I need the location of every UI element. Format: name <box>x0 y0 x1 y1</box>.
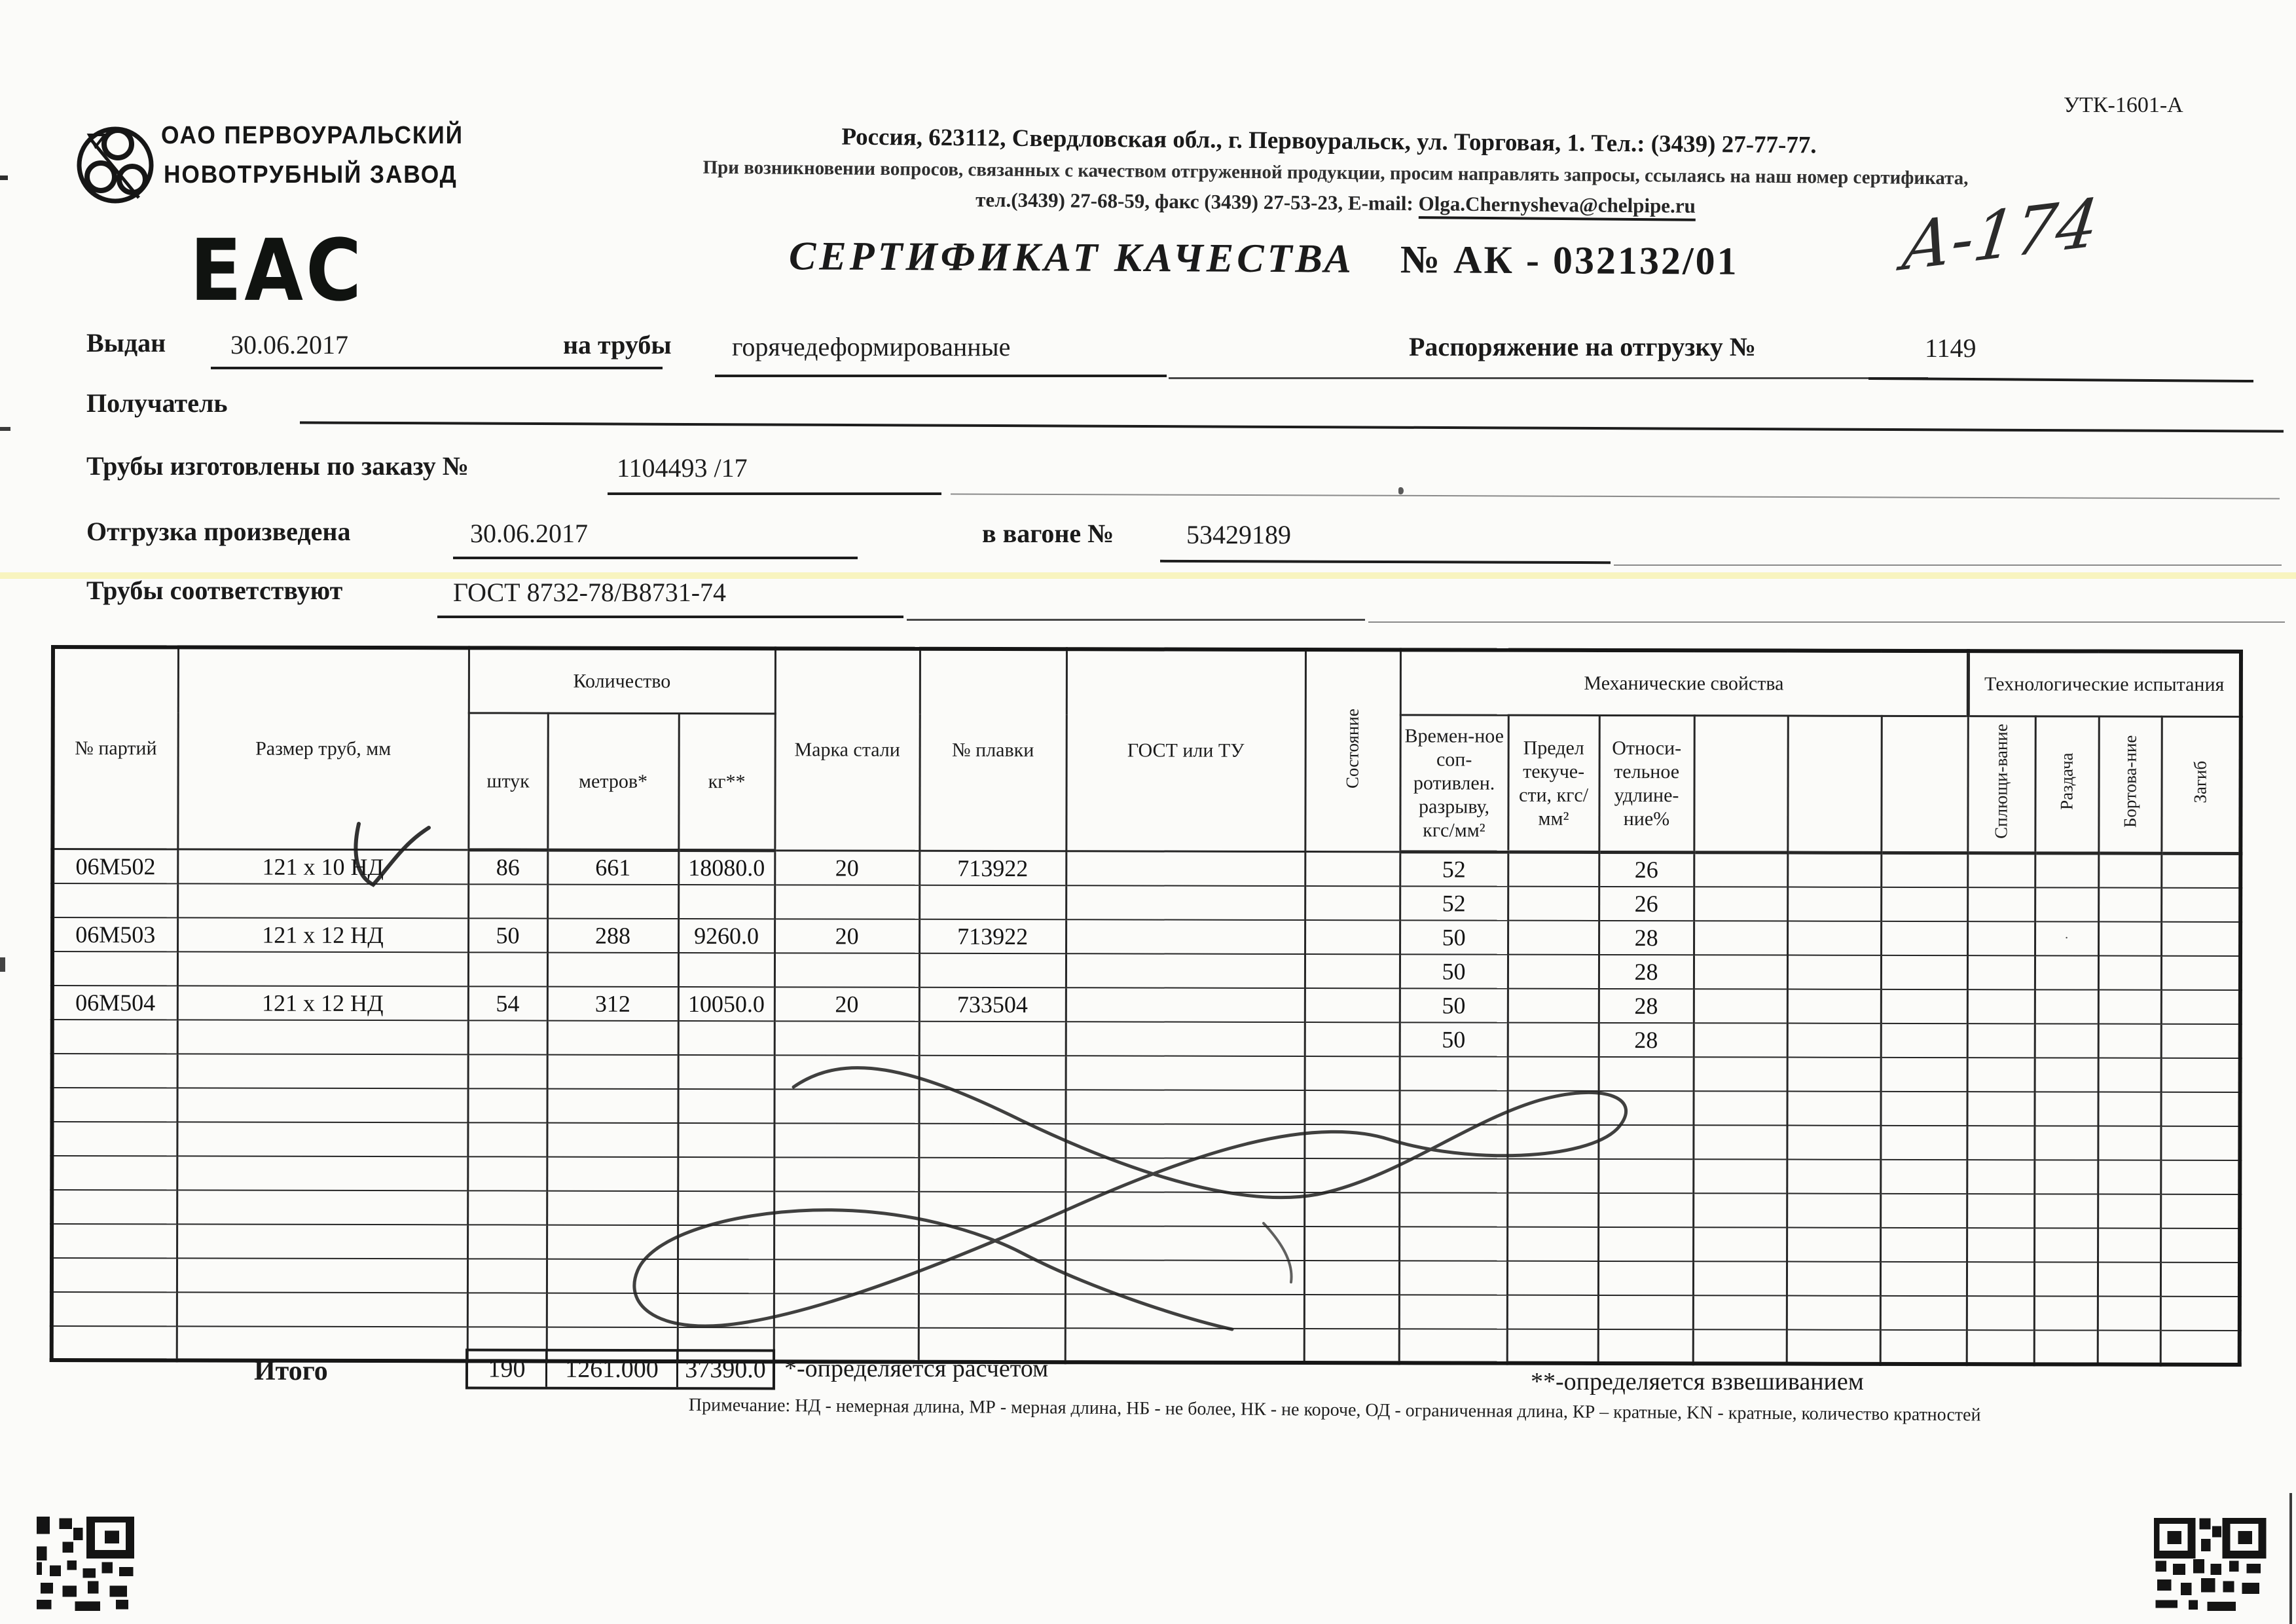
col-header-blank3 <box>1881 716 1968 853</box>
col-header-heat-no: № плавки <box>919 648 1067 851</box>
col-header-blank1 <box>1694 715 1788 853</box>
scan-edge-mark <box>0 175 8 180</box>
underline-faint <box>1169 377 1928 379</box>
contact-info-line: При возникновении вопросов, связанных с … <box>702 157 1969 189</box>
underline <box>1868 377 2254 383</box>
form-code: УТК-1601-А <box>2064 93 2183 117</box>
issued-label: Выдан <box>86 328 166 358</box>
certificate-table-wrap: № партий Размер труб, мм Количество Марк… <box>49 645 2244 1367</box>
table-row: 06М502 121 х 10 НД 86 661 18080.0 20 713922 … <box>52 849 2241 888</box>
col-header-size: Размер труб, мм <box>177 647 469 850</box>
shipping-order-value: 1149 <box>1925 333 1977 363</box>
underline-faint <box>951 493 2280 500</box>
certificate-table: № партий Размер труб, мм Количество Марк… <box>49 645 2244 1367</box>
made-to-order-label: Трубы изготовлены по заказу № <box>86 451 469 481</box>
wagon-value: 53429189 <box>1186 520 1291 549</box>
contact-address-line: Россия, 623112, Свердловская обл., г. Пе… <box>841 123 1817 159</box>
certificate-number: № АК - 032132/01 <box>1400 238 1739 283</box>
table-row: 50 28 <box>52 951 2241 990</box>
totals-box: 190 1261.000 37390.0 <box>465 1348 776 1390</box>
table-row: 06М504 121 х 12 НД 54 312 10050.0 20 733504 … <box>52 985 2240 1024</box>
contact-phones-line: тел.(3439) 27-68-59, факс (3439) 27-53-2… <box>537 184 2134 221</box>
underline <box>608 492 941 495</box>
table-row: 50 28 <box>52 1019 2240 1058</box>
table-row: 06М503 121 х 12 НД 50 288 9260.0 20 713922 5… <box>52 917 2241 956</box>
company-name-line1: ОАО ПЕРВОУРАЛЬСКИЙ <box>161 122 464 149</box>
underline <box>1159 559 1611 564</box>
table-empty-row <box>51 1291 2240 1331</box>
page-title: СЕРТИФИКАТ КАЧЕСТВА <box>788 234 1355 282</box>
col-header-bend: Загиб <box>2161 716 2241 854</box>
shipped-label: Отгрузка произведена <box>86 517 351 546</box>
col-header-pieces: штук <box>468 712 548 851</box>
issued-value: 30.06.2017 <box>230 330 348 360</box>
footnote-calc: *-определяется расчетом <box>784 1355 1049 1382</box>
col-header-yield: Предел текуче-сти, кгс/мм² <box>1508 715 1599 853</box>
table-empty-row <box>51 1257 2240 1297</box>
contact-email: Olga.Chernysheva@chelpipe.ru <box>1418 192 1696 221</box>
underline <box>437 616 903 618</box>
col-group-tech-tests: Технологические испытания <box>1967 651 2242 717</box>
qr-code-bottom-right <box>2154 1518 2267 1612</box>
col-header-tensile: Времен-ное соп-ротивлен. разрыву, кгс/мм… <box>1400 714 1508 853</box>
shipping-order-label: Распоряжение на отгрузку № <box>1409 332 1756 361</box>
wagon-label: в вагоне № <box>982 519 1114 548</box>
underline <box>715 375 1167 377</box>
made-to-order-value: 1104493 /17 <box>617 453 748 483</box>
underline <box>211 367 663 369</box>
table-empty-row <box>52 1087 2240 1126</box>
table-empty-row <box>52 1189 2240 1228</box>
table-empty-row <box>52 1223 2240 1263</box>
conform-value: ГОСТ 8732-78/В8731-74 <box>453 578 727 607</box>
total-meters: 1261.000 <box>547 1351 679 1388</box>
table-row: 52 26 <box>52 883 2241 922</box>
col-group-mechanical: Механические свойства <box>1400 650 1969 716</box>
conform-label: Трубы соответствуют <box>86 576 343 605</box>
scan-edge-mark <box>0 957 5 972</box>
recipient-underline <box>300 421 2284 433</box>
contact-phones-prefix: тел.(3439) 27-68-59, факс (3439) 27-53-2… <box>975 188 1419 215</box>
total-pieces: 190 <box>467 1351 548 1387</box>
table-empty-row <box>52 1155 2240 1194</box>
table-empty-row <box>51 1325 2240 1365</box>
underline-faint <box>907 619 1365 621</box>
scan-edge-mark <box>0 427 10 431</box>
col-header-steel-grade: Марка стали <box>774 648 920 851</box>
shipped-value: 30.06.2017 <box>470 519 588 548</box>
table-header-group-row: № партий Размер труб, мм Количество Марк… <box>52 647 2242 852</box>
for-pipes-label: на трубы <box>563 330 672 360</box>
col-header-expansion: Раздача <box>2035 716 2099 854</box>
col-group-quantity: Количество <box>468 648 776 714</box>
total-kg: 37390.0 <box>685 1356 766 1384</box>
note-line: Примечание: НД - немерная длина, МР - ме… <box>688 1395 1981 1426</box>
col-header-batch: № партий <box>52 647 178 849</box>
scan-edge-line <box>2289 1493 2292 1624</box>
eac-conformity-mark: ЕАС <box>190 221 365 321</box>
totals-label: Итого <box>254 1356 328 1386</box>
col-header-gost: ГОСТ или ТУ <box>1066 649 1306 852</box>
factory-logo-icon <box>77 126 154 204</box>
col-header-condition: Состояние <box>1305 650 1401 852</box>
scan-dot-cell: · <box>2035 921 2099 956</box>
for-pipes-value: горячедеформированные <box>732 332 1011 361</box>
scan-artifact-band <box>0 572 2296 579</box>
company-name-line2: НОВОТРУБНЫЙ ЗАВОД <box>164 161 458 189</box>
table-empty-row <box>52 1121 2240 1160</box>
underline <box>453 557 858 559</box>
underline-faint <box>1614 564 2282 566</box>
scan-speck <box>1398 487 1404 494</box>
col-header-flattening: Сплющи-вание <box>1967 716 2035 853</box>
underline-faint <box>1368 621 2285 623</box>
qr-code-bottom-left <box>37 1517 135 1611</box>
col-header-blank2 <box>1787 716 1882 853</box>
document-title-row: СЕРТИФИКАТ КАЧЕСТВА № АК - 032132/01 <box>789 233 1739 285</box>
col-header-kg: кг** <box>678 713 775 851</box>
col-header-meters: метров* <box>547 713 679 851</box>
col-header-elongation: Относи-тельное удлине-ние% <box>1599 715 1694 853</box>
col-header-flanging: Бортова-ние <box>2098 716 2162 854</box>
table-empty-row <box>52 1053 2240 1092</box>
footnote-weigh: **-определяется взвешиванием <box>1531 1368 1864 1395</box>
recipient-label: Получатель <box>86 388 228 418</box>
